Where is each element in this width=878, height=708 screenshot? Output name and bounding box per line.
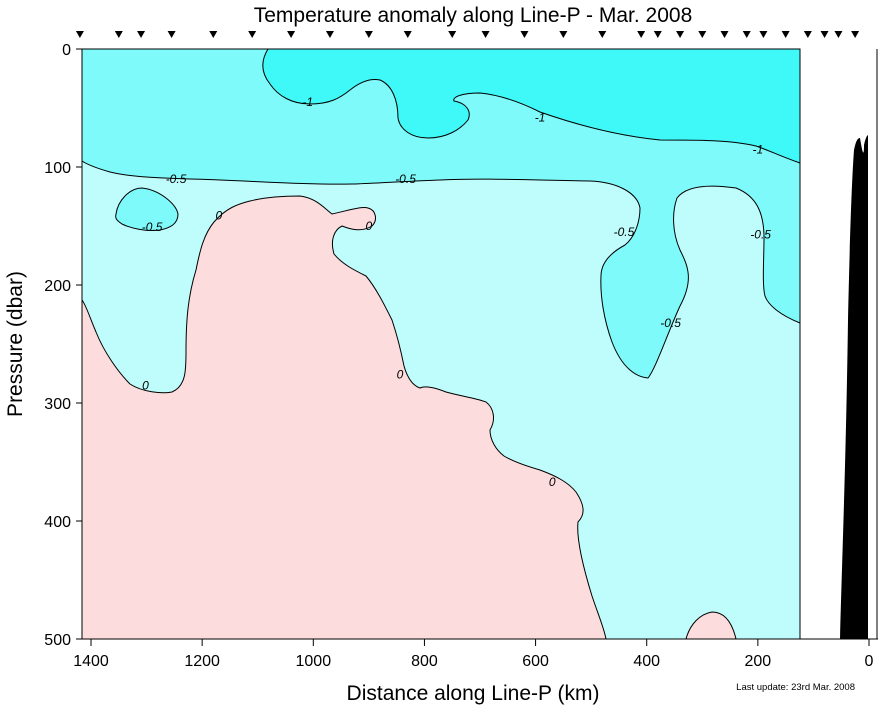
station-marker-26 bbox=[834, 31, 843, 38]
plot-area: -1 -1 -1 -0.5 -0.5 -0.5 0 0 -0.5 -0.5 -0.5 0 0 0 bbox=[81, 48, 868, 640]
contour-label-7: 0 bbox=[215, 208, 222, 222]
x-tick-label-0: 0 bbox=[865, 653, 874, 670]
contour-labels: -1 -1 -1 -0.5 -0.5 -0.5 0 0 -0.5 -0.5 -0.5 0 0 0 bbox=[142, 95, 771, 489]
y-tick-label-200: 200 bbox=[44, 278, 71, 295]
y-tick-label-300: 300 bbox=[44, 396, 71, 413]
contour-label-11: -0.5 bbox=[660, 316, 681, 330]
contour-label-12: 0 bbox=[142, 378, 149, 392]
contour-label-9: -0.5 bbox=[614, 225, 635, 239]
station-marker-19 bbox=[698, 31, 707, 38]
axes: 1400 1200 1000 800 600 400 200 0 0 100 200 300 400 5… bbox=[44, 42, 878, 670]
station-marker-9 bbox=[364, 31, 373, 38]
y-tick-label-0: 0 bbox=[62, 42, 71, 59]
anomaly-region-below-neg1 bbox=[262, 48, 801, 164]
x-axis-ticks: 1400 1200 1000 800 600 400 200 0 bbox=[73, 639, 874, 670]
station-marker-21 bbox=[742, 31, 751, 38]
station-marker-27 bbox=[851, 31, 860, 38]
station-markers bbox=[75, 31, 860, 38]
y-tick-label-500: 500 bbox=[44, 632, 71, 649]
contour-label-4: -0.5 bbox=[166, 172, 187, 186]
station-marker-16 bbox=[637, 31, 646, 38]
station-marker-14 bbox=[559, 31, 568, 38]
contour-label-10: -0.5 bbox=[750, 227, 771, 241]
station-marker-11 bbox=[448, 31, 457, 38]
x-axis-label: Distance along Line-P (km) bbox=[347, 682, 600, 705]
station-marker-6 bbox=[248, 31, 257, 38]
x-tick-label-1200: 1200 bbox=[184, 653, 220, 670]
station-marker-18 bbox=[676, 31, 685, 38]
station-marker-17 bbox=[653, 31, 662, 38]
station-marker-1 bbox=[75, 31, 84, 38]
station-marker-13 bbox=[520, 31, 529, 38]
anomaly-bump-above-0-bottom bbox=[685, 611, 737, 640]
x-tick-label-200: 200 bbox=[745, 653, 772, 670]
x-tick-label-800: 800 bbox=[411, 653, 438, 670]
x-tick-label-1000: 1000 bbox=[296, 653, 332, 670]
x-tick-label-1400: 1400 bbox=[73, 653, 109, 670]
y-axis-label: Pressure (dbar) bbox=[4, 271, 27, 417]
station-marker-20 bbox=[720, 31, 729, 38]
station-marker-8 bbox=[325, 31, 334, 38]
y-tick-label-100: 100 bbox=[44, 160, 71, 177]
station-marker-10 bbox=[403, 31, 412, 38]
station-marker-22 bbox=[759, 31, 768, 38]
anomaly-region-above-0 bbox=[81, 195, 607, 640]
contour-label-14: 0 bbox=[549, 475, 556, 489]
station-marker-4 bbox=[167, 31, 176, 38]
contour-label-5: -0.5 bbox=[395, 172, 416, 186]
x-tick-label-600: 600 bbox=[522, 653, 549, 670]
chart-title: Temperature anomaly along Line-P - Mar. … bbox=[254, 4, 693, 27]
station-marker-3 bbox=[137, 31, 146, 38]
y-tick-label-400: 400 bbox=[44, 514, 71, 531]
x-tick-label-400: 400 bbox=[633, 653, 660, 670]
station-marker-15 bbox=[598, 31, 607, 38]
y-axis-ticks: 0 100 200 300 400 500 bbox=[44, 42, 82, 649]
anomaly-island-neg0.5-left bbox=[115, 187, 179, 231]
station-marker-7 bbox=[287, 31, 296, 38]
station-marker-5 bbox=[209, 31, 218, 38]
station-marker-24 bbox=[803, 31, 812, 38]
contour-label-13: 0 bbox=[397, 368, 404, 382]
station-marker-25 bbox=[820, 31, 829, 38]
station-marker-12 bbox=[481, 31, 490, 38]
bathymetry bbox=[840, 135, 868, 639]
contour-label-2: -1 bbox=[535, 110, 546, 124]
contour-label-6: -0.5 bbox=[142, 220, 163, 234]
contour-label-8: 0 bbox=[366, 219, 373, 233]
contour-label-1: -1 bbox=[302, 95, 313, 109]
footnote-last-update: Last update: 23rd Mar. 2008 bbox=[736, 682, 855, 693]
station-marker-23 bbox=[781, 31, 790, 38]
contour-label-3: -1 bbox=[753, 142, 764, 156]
station-marker-2 bbox=[114, 31, 123, 38]
